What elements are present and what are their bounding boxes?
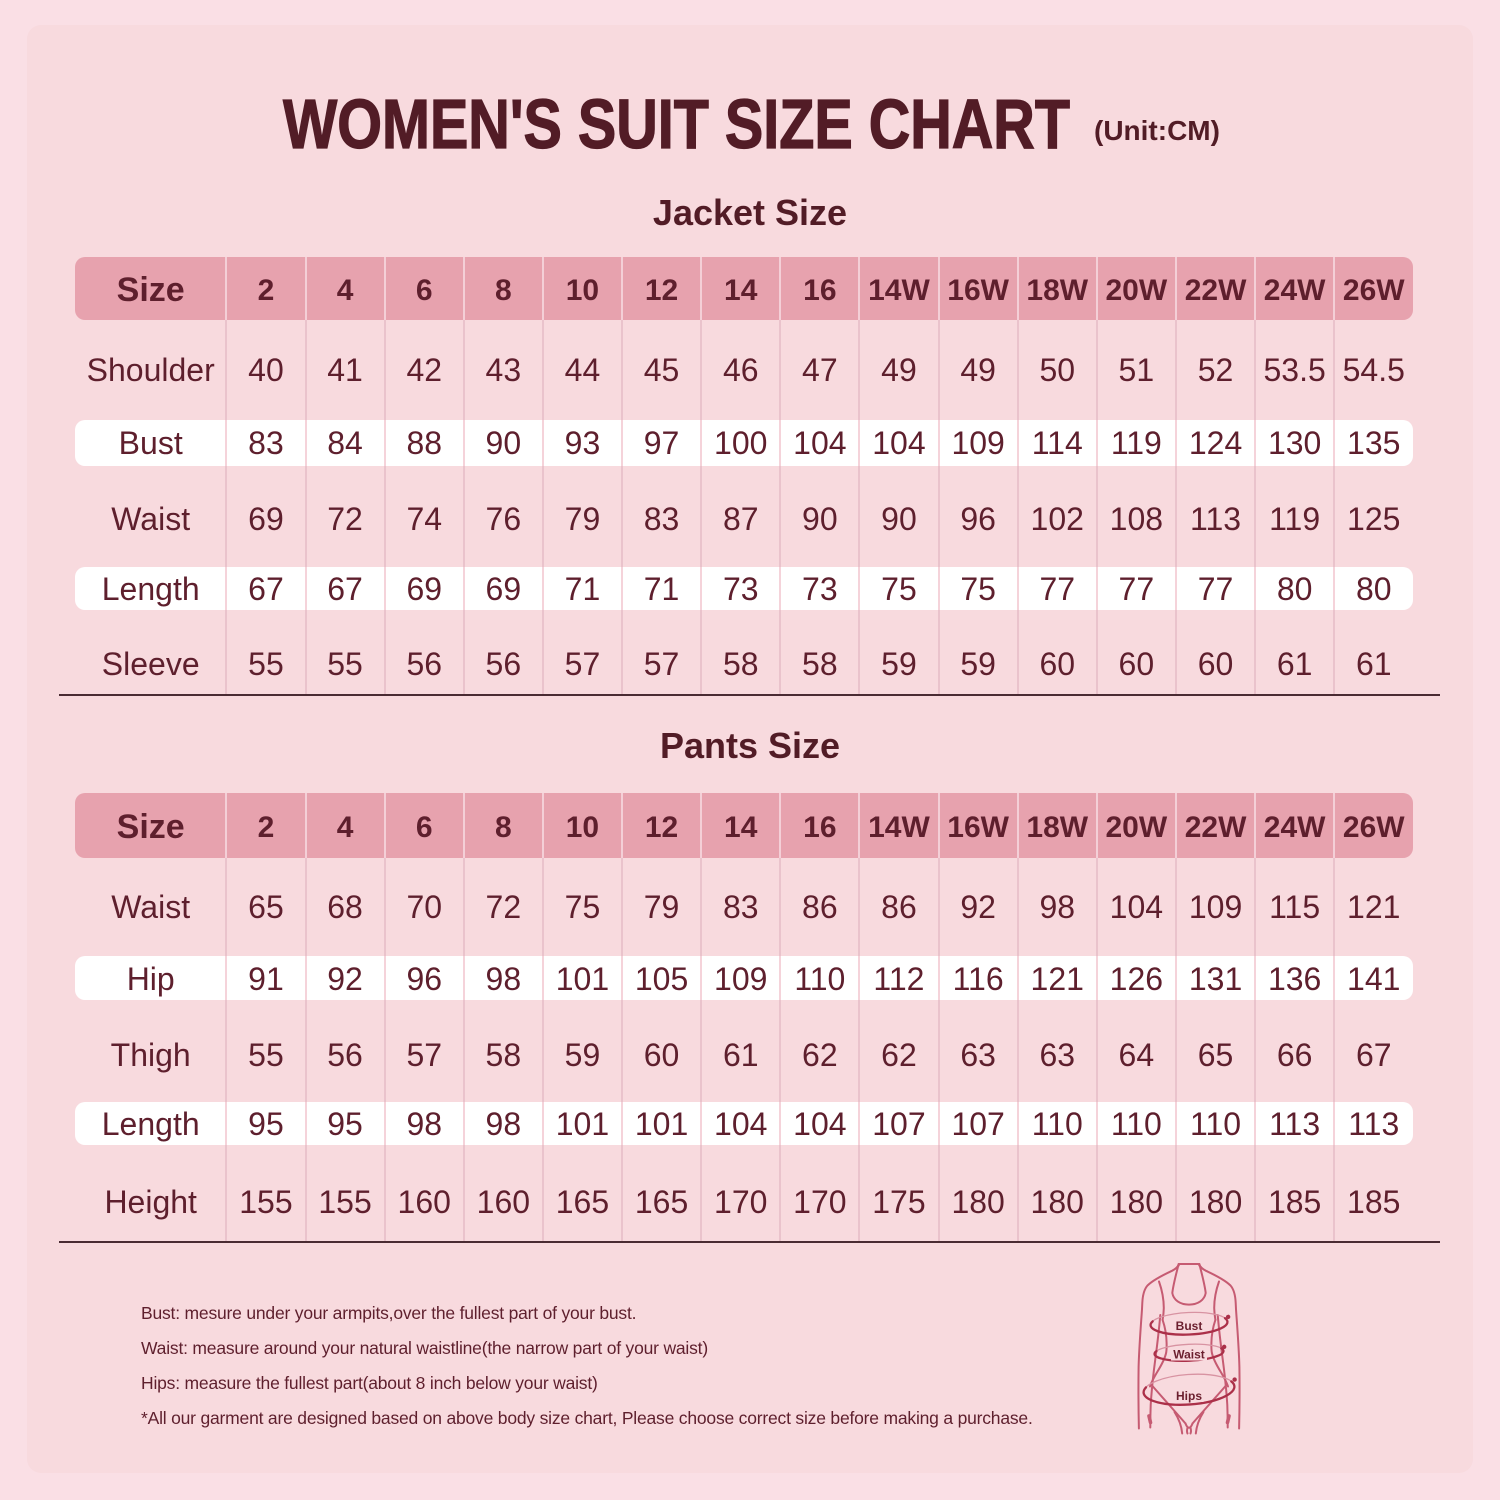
svg-text:Waist: Waist [1173, 1347, 1205, 1361]
svg-text:Hips: Hips [1176, 1389, 1202, 1403]
svg-text:Bust: Bust [1176, 1319, 1203, 1333]
